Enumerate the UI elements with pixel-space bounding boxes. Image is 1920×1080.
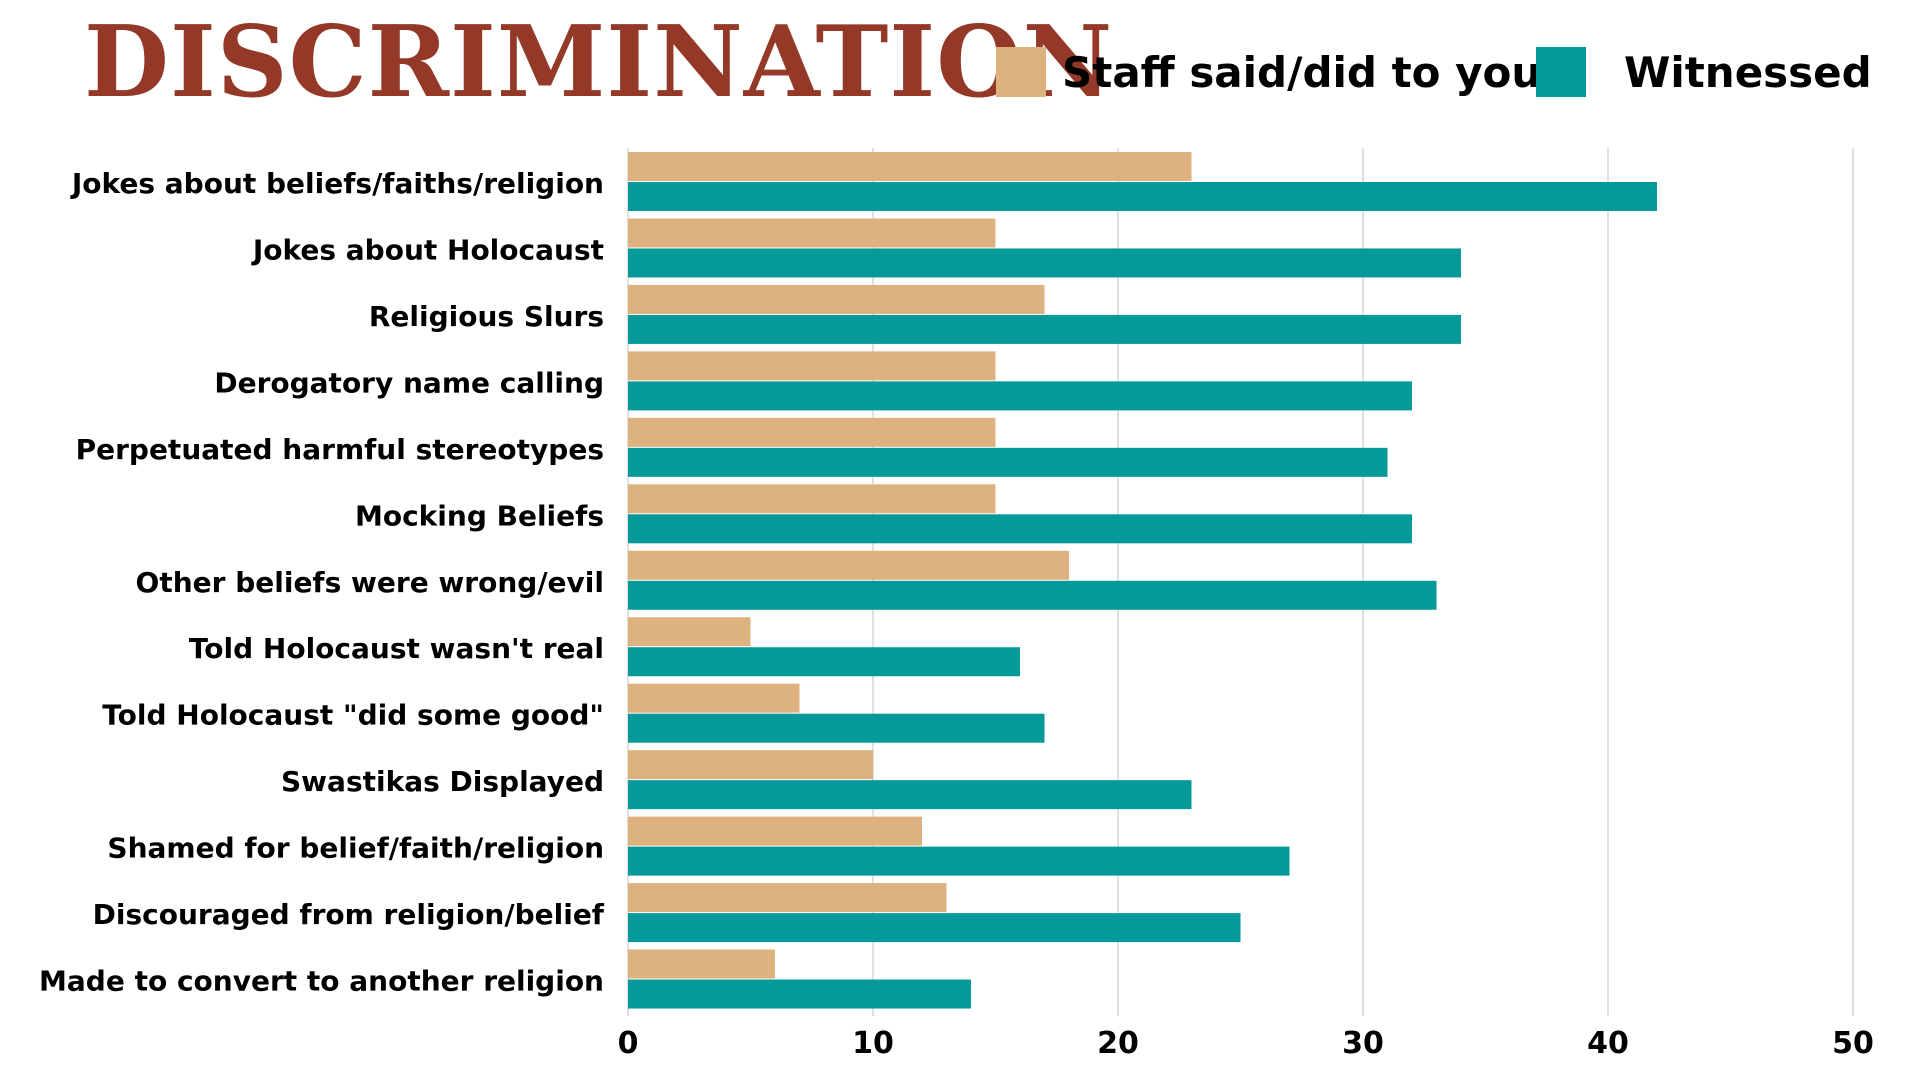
bar-staff-1 [628, 218, 996, 248]
bar-staff-4 [628, 417, 996, 447]
bar-witnessed-10 [628, 846, 1290, 876]
bar-witnessed-11 [628, 913, 1241, 943]
bar-staff-10 [628, 816, 922, 846]
category-label-1: Jokes about Holocaust [251, 233, 604, 266]
category-label-0: Jokes about beliefs/faiths/religion [70, 167, 604, 200]
legend-item-witnessed: Witnessed [1536, 46, 1872, 98]
bar-staff-11 [628, 883, 947, 913]
bar-staff-2 [628, 284, 1045, 314]
category-label-11: Discouraged from religion/belief [93, 898, 605, 931]
x-tick-label-0: 0 [618, 1026, 639, 1061]
chart-title: DISCRIMINATION [84, 5, 1114, 120]
bar-witnessed-6 [628, 580, 1437, 610]
bar-witnessed-5 [628, 514, 1412, 544]
x-tick-label-1: 10 [852, 1026, 894, 1061]
bar-witnessed-3 [628, 381, 1412, 411]
bar-witnessed-1 [628, 248, 1461, 278]
bar-staff-5 [628, 484, 996, 514]
legend-label-staff: Staff said/did to you [1062, 47, 1542, 97]
category-label-10: Shamed for belief/faith/religion [107, 832, 604, 865]
legend-swatch-staff [996, 47, 1046, 97]
bar-witnessed-8 [628, 713, 1045, 743]
bar-witnessed-2 [628, 314, 1461, 344]
bar-staff-12 [628, 949, 775, 979]
x-tick-label-3: 30 [1342, 1026, 1384, 1061]
bar-witnessed-7 [628, 647, 1020, 677]
category-label-2: Religious Slurs [369, 300, 604, 333]
bar-staff-7 [628, 617, 751, 647]
bar-witnessed-9 [628, 780, 1192, 810]
category-label-6: Other beliefs were wrong/evil [136, 566, 604, 599]
bar-witnessed-12 [628, 979, 971, 1009]
legend-label-witnessed: Witnessed [1624, 47, 1872, 97]
category-label-3: Derogatory name calling [214, 366, 604, 399]
x-tick-label-2: 20 [1097, 1026, 1139, 1061]
category-label-4: Perpetuated harmful stereotypes [76, 433, 604, 466]
category-label-12: Made to convert to another religion [39, 965, 604, 998]
bar-staff-0 [628, 152, 1192, 181]
legend-item-staff: Staff said/did to you [996, 46, 1541, 98]
x-tick-label-5: 50 [1832, 1026, 1874, 1061]
bar-witnessed-4 [628, 447, 1388, 477]
x-tick-label-4: 40 [1587, 1026, 1629, 1061]
bar-staff-3 [628, 351, 996, 381]
bar-witnessed-0 [628, 182, 1657, 211]
category-label-8: Told Holocaust "did some good" [102, 699, 604, 732]
legend-swatch-witnessed [1536, 47, 1586, 97]
bar-staff-6 [628, 550, 1069, 580]
category-label-5: Mocking Beliefs [355, 499, 604, 532]
category-label-9: Swastikas Displayed [281, 765, 604, 798]
bar-staff-9 [628, 750, 873, 780]
category-label-7: Told Holocaust wasn't real [189, 632, 604, 665]
bar-staff-8 [628, 683, 800, 713]
